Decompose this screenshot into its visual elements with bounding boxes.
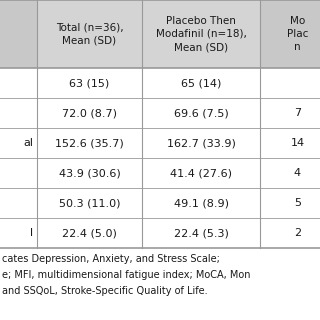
Text: 5: 5 xyxy=(294,198,301,208)
Text: 49.1 (8.9): 49.1 (8.9) xyxy=(173,198,228,208)
Text: 7: 7 xyxy=(294,108,301,118)
Text: 41.4 (27.6): 41.4 (27.6) xyxy=(170,168,232,178)
Text: 69.6 (7.5): 69.6 (7.5) xyxy=(174,108,228,118)
Bar xyxy=(0,0,37,68)
Text: 152.6 (35.7): 152.6 (35.7) xyxy=(55,138,124,148)
Text: 162.7 (33.9): 162.7 (33.9) xyxy=(167,138,236,148)
Bar xyxy=(142,0,260,68)
Bar xyxy=(0,128,320,158)
Text: 22.4 (5.3): 22.4 (5.3) xyxy=(173,228,228,238)
Text: 22.4 (5.0): 22.4 (5.0) xyxy=(62,228,117,238)
Text: 2: 2 xyxy=(294,228,301,238)
Bar xyxy=(0,158,320,188)
Text: cates Depression, Anxiety, and Stress Scale;: cates Depression, Anxiety, and Stress Sc… xyxy=(2,254,220,264)
Text: Placebo Then
Modafinil (n=18),
Mean (SD): Placebo Then Modafinil (n=18), Mean (SD) xyxy=(156,16,246,52)
Text: l: l xyxy=(30,228,33,238)
Text: 50.3 (11.0): 50.3 (11.0) xyxy=(59,198,120,208)
Text: 63 (15): 63 (15) xyxy=(69,78,110,88)
Text: e; MFI, multidimensional fatigue index; MoCA, Mon: e; MFI, multidimensional fatigue index; … xyxy=(2,270,251,280)
Text: Total (n=36),
Mean (SD): Total (n=36), Mean (SD) xyxy=(56,22,123,46)
Bar xyxy=(0,68,320,98)
Bar xyxy=(0,98,320,128)
Text: and SSQoL, Stroke-Specific Quality of Life.: and SSQoL, Stroke-Specific Quality of Li… xyxy=(2,286,208,296)
Text: 14: 14 xyxy=(291,138,305,148)
Bar xyxy=(37,0,142,68)
Text: 43.9 (30.6): 43.9 (30.6) xyxy=(59,168,120,178)
Bar xyxy=(0,218,320,248)
Text: 65 (14): 65 (14) xyxy=(181,78,221,88)
Bar xyxy=(260,0,320,68)
Text: Mo
Plac
n: Mo Plac n xyxy=(287,16,308,52)
Text: 4: 4 xyxy=(294,168,301,178)
Text: al: al xyxy=(23,138,33,148)
Text: 72.0 (8.7): 72.0 (8.7) xyxy=(62,108,117,118)
Bar xyxy=(0,188,320,218)
